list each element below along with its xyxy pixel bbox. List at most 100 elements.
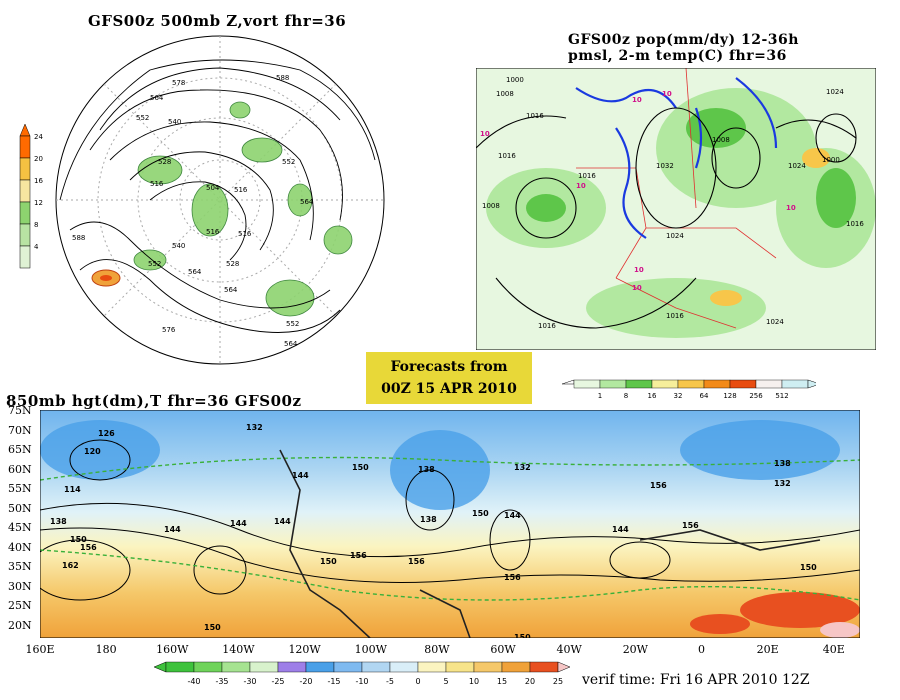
contour-label: 144	[292, 471, 309, 480]
colorbar-swatch	[501, 661, 531, 673]
colorbar-swatch	[729, 379, 757, 389]
colorbar-tick: 8	[34, 221, 38, 229]
colorbar-swatch	[703, 379, 731, 389]
contour-label: 564	[300, 198, 314, 206]
colorbar-tick: -20	[299, 677, 312, 686]
forecast-init-box: Forecasts from 00Z 15 APR 2010	[366, 352, 532, 404]
isobar-label: 1008	[496, 90, 514, 98]
colorbar-swatch	[19, 223, 31, 247]
contour-label: 138	[50, 517, 67, 526]
isobar-label: 1016	[578, 172, 596, 180]
colorbar-tick: -35	[215, 677, 228, 686]
colorbar-tick: -30	[243, 677, 256, 686]
contour-label: 552	[282, 158, 295, 166]
contour-label: 138	[420, 515, 437, 524]
isobar-label: 1024	[766, 318, 784, 326]
contour-label: 528	[226, 260, 239, 268]
colorbar-arrow	[19, 123, 31, 137]
contour-label: 120	[84, 447, 101, 456]
isobar-label: 1032	[656, 162, 674, 170]
isobar-label: 1016	[526, 112, 544, 120]
contour-label: 144	[504, 511, 521, 520]
colorbar-swatch	[19, 201, 31, 225]
colorbar-tick: 256	[749, 392, 763, 400]
colorbar-tick: -10	[355, 677, 368, 686]
temp-label: 10	[662, 90, 672, 98]
colorbar-swatch	[417, 661, 447, 673]
lat-label: 75N	[8, 404, 32, 417]
contour-label: 578	[172, 79, 185, 87]
contour-label: 588	[72, 234, 85, 242]
lon-label: 40W	[556, 643, 582, 656]
lat-label: 60N	[8, 462, 32, 476]
contour-label: 552	[136, 114, 149, 122]
contour-label: 540	[168, 118, 181, 126]
lat-label: 55N	[8, 482, 32, 495]
temp-label: 10	[576, 182, 586, 190]
isobar-label: 1000	[506, 76, 524, 84]
lat-label: 25N	[8, 599, 32, 612]
colorbar-tick: 16	[34, 177, 43, 185]
lat-label: 35N	[8, 560, 32, 573]
colorbar-tick: 16	[648, 392, 657, 400]
colorbar-swatch	[677, 379, 705, 389]
colorbar-swatch	[249, 661, 279, 673]
colorbar-tick: -40	[187, 677, 200, 686]
colorbar-swatch	[19, 245, 31, 269]
lon-label: 180	[95, 643, 117, 656]
contour-label: 144	[274, 517, 291, 526]
colorbar-swatch	[781, 379, 809, 389]
contour-label: 162	[62, 561, 79, 570]
colorbar-swatch	[165, 661, 195, 673]
colorbar-swatch	[445, 661, 475, 673]
lon-label: 20E	[756, 643, 779, 656]
contour-label: 564	[150, 94, 164, 102]
contour-label: 156	[408, 557, 425, 566]
panel2-title-line2: pmsl, 2-m temp(C) fhr=36	[568, 48, 787, 64]
colorbar-swatch	[625, 379, 653, 389]
contour-label: 138	[774, 459, 791, 468]
contour-label: 156	[504, 573, 521, 582]
contour-label: 150	[352, 463, 369, 472]
lon-label: 100W	[354, 643, 387, 656]
lon-label: 140W	[222, 643, 255, 656]
colorbar-swatch	[277, 661, 307, 673]
panel3-hgt-temp-map: 126 120 114 132 138 144 150 156 162 144 …	[40, 410, 860, 638]
colorbar-swatch	[599, 379, 627, 389]
isobar-label: 1016	[846, 220, 864, 228]
colorbar-tick: 20	[525, 677, 535, 686]
verif-time: verif time: Fri 16 APR 2010 12Z	[582, 672, 810, 688]
contour-label: 156	[80, 543, 97, 552]
colorbar-tick: 512	[775, 392, 788, 400]
isobar-label: 1016	[498, 152, 516, 160]
isobar-label: 1024	[826, 88, 844, 96]
panel3-colorbar: -40 -35 -30 -25 -20 -15 -10 -5 0 5 10 15 20 25	[153, 661, 571, 686]
colorbar-tick: 64	[700, 392, 709, 400]
colorbar-tick: 20	[34, 155, 43, 163]
forecast-line2: 00Z 15 APR 2010	[381, 381, 517, 397]
contour-label: 588	[276, 74, 289, 82]
colorbar-swatch	[333, 661, 363, 673]
colorbar-swatch	[473, 661, 503, 673]
contour-label: 132	[774, 479, 791, 488]
contour-label: 132	[246, 423, 263, 432]
colorbar-swatch	[573, 379, 601, 389]
panel3-title: 850mb hgt(dm),T fhr=36 GFS00z	[6, 392, 302, 410]
contour-label: 150	[800, 563, 817, 572]
contour-label: 132	[514, 463, 531, 472]
lat-label: 20N	[8, 618, 32, 632]
temp-label: 10	[632, 96, 642, 104]
contour-label: 516	[150, 180, 164, 188]
contour-label: 150	[70, 535, 87, 544]
isobar-label: 1000	[822, 156, 840, 164]
contour-label: 156	[350, 551, 367, 560]
contour-label: 150	[472, 509, 489, 518]
colorbar-tick: 12	[34, 199, 43, 207]
contour-label: 540	[172, 242, 185, 250]
panel1-vorticity-map: 24 20 16 12 8 4 578 588 564 552 540 528 516 5…	[19, 35, 385, 365]
colorbar-tick: 4	[34, 243, 39, 251]
contour-label: 564	[188, 268, 202, 276]
colorbar-swatch	[193, 661, 223, 673]
isobar-label: 1016	[538, 322, 556, 330]
isobar-label: 1016	[666, 312, 684, 320]
